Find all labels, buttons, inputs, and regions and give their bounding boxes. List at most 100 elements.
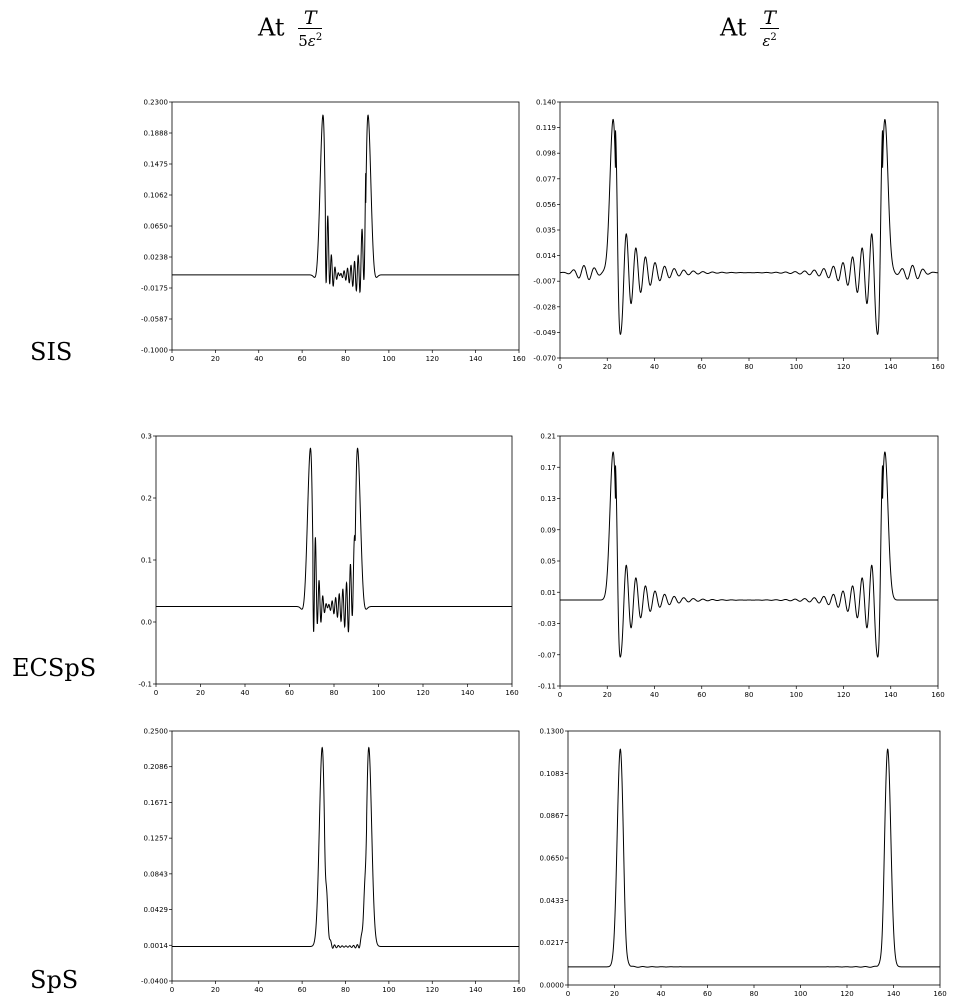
y-tick-label: -0.028 [533,303,556,311]
x-tick-label: 120 [837,691,850,699]
x-tick-label: 80 [750,990,759,998]
series-line [156,447,512,633]
row-label-sps: SpS [30,966,79,994]
y-tick-label: 0.014 [536,252,557,260]
x-tick-label: 160 [512,355,525,363]
y-tick-label: 0.1062 [144,192,169,200]
y-tick-label: 0.077 [536,175,556,183]
x-tick-label: 100 [790,691,803,699]
y-tick-label: 0.2 [141,495,152,503]
y-tick-label: 0.05 [540,558,556,566]
x-tick-label: 100 [790,363,803,371]
column-header-left: At T 5ε2 [258,8,323,50]
x-tick-label: 100 [382,355,395,363]
fraction-numerator: T [298,8,323,29]
y-tick-label: -0.1 [138,681,152,689]
y-tick-label: 0.119 [536,124,556,132]
series-line [560,451,938,658]
x-tick-label: 80 [341,355,350,363]
y-tick-label: 0.2300 [144,99,169,107]
x-tick-label: 140 [884,691,897,699]
y-tick-label: -0.007 [533,278,556,286]
x-tick-label: 40 [650,363,659,371]
plot-frame [171,101,520,351]
y-tick-label: 0.21 [540,433,556,441]
x-tick-label: 160 [931,363,944,371]
x-tick-label: 160 [512,986,525,994]
x-tick-label: 80 [745,691,754,699]
x-tick-label: 0 [170,355,174,363]
x-tick-label: 120 [426,355,439,363]
x-tick-label: 140 [887,990,900,998]
chart-sis-long-time: 0 20 40 60 80 100 120 140 160 -0.070 -0.049 -0.028 -… [533,99,944,372]
y-tick-label: 0.2086 [144,763,169,771]
y-tick-label: 0.1300 [540,728,565,736]
y-tick-label: 0.2500 [144,728,169,736]
x-tick-label: 60 [697,363,706,371]
denominator-variable: ε [762,32,771,50]
y-tick-label: 0.140 [536,99,556,107]
x-tick-label: 160 [933,990,946,998]
chart-sps-short-time: 0 20 40 60 80 100 120 140 160 -0.0400 0.0014 0.0429… [141,728,526,995]
chart-sis-short-time: 0 20 40 60 80 100 120 140 160 -0.1000 -0.0587 -0.01… [141,99,526,364]
y-tick-label: 0.0650 [540,855,565,863]
y-tick-label: 0.0650 [144,223,169,231]
column-header-right: At T ε2 [720,8,779,50]
x-tick-label: 60 [703,990,712,998]
y-tick-label: -0.03 [538,620,556,628]
x-tick-label: 0 [558,363,562,371]
y-tick-label: 0.09 [540,526,556,534]
y-tick-label: 0.0238 [144,254,169,262]
denominator-coefficient: 5 [298,32,308,50]
fraction-denominator: ε2 [760,29,779,50]
y-tick-label: -0.07 [538,651,556,659]
plot-frame [559,435,939,687]
x-tick-label: 60 [298,986,307,994]
y-tick-label: 0.01 [540,589,556,597]
x-tick-label: 0 [566,990,570,998]
y-tick-label: 0.0433 [540,897,565,905]
fraction-denominator: 5ε2 [298,29,322,50]
x-tick-label: 60 [298,355,307,363]
y-tick-label: 0.17 [540,464,556,472]
plot-frame [155,435,513,685]
chart-ecsps-long-time: 0 20 40 60 80 100 120 140 160 -0.11 -0.07 -0.03 0.01… [538,433,945,700]
x-tick-label: 0 [170,986,174,994]
plot-frame [171,730,520,982]
y-tick-label: -0.049 [533,329,556,337]
x-tick-label: 100 [382,986,395,994]
y-tick-label: 0.0014 [144,942,169,950]
y-tick-label: 0.1475 [144,161,169,169]
x-tick-label: 100 [372,689,385,697]
y-tick-label: 0.1 [141,557,152,565]
x-tick-label: 140 [884,363,897,371]
y-tick-label: -0.1000 [141,347,168,355]
x-tick-label: 0 [154,689,158,697]
y-tick-label: 0.098 [536,150,556,158]
x-tick-label: 60 [285,689,294,697]
y-tick-label: 0.0217 [540,939,565,947]
fraction-numerator: T [760,8,779,29]
y-tick-label: 0.1888 [144,130,169,138]
y-tick-label: -0.11 [538,683,556,691]
x-tick-label: 60 [697,691,706,699]
denominator-exponent: 2 [770,32,777,43]
x-tick-label: 120 [837,363,850,371]
denominator-variable: ε [307,32,316,50]
column-header-fraction: T ε2 [760,8,779,50]
column-header-prefix: At [258,13,285,42]
y-tick-label: 0.0 [141,619,152,627]
x-tick-label: 140 [469,355,482,363]
chart-sps-long-time: 0 20 40 60 80 100 120 140 160 0.0000 0.0217 0.0433 0… [540,728,947,999]
y-tick-label: 0.0000 [540,982,565,990]
x-tick-label: 20 [211,355,220,363]
series-line [172,746,519,949]
y-tick-label: -0.0587 [141,316,168,324]
y-tick-label: -0.0400 [141,978,168,986]
series-line [172,114,519,294]
x-tick-label: 120 [426,986,439,994]
y-tick-label: 0.035 [536,227,556,235]
y-tick-label: 0.3 [141,433,152,441]
series-line [559,118,938,335]
x-tick-label: 0 [558,691,562,699]
